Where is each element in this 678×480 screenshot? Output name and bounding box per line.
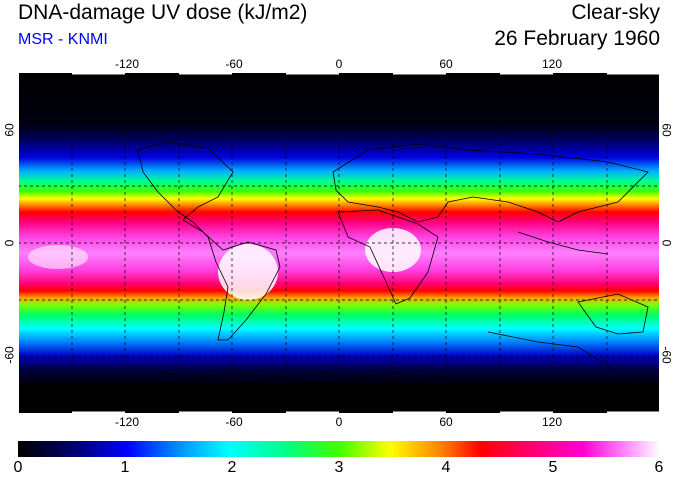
- lon-tick-bottom: 60: [439, 415, 453, 429]
- colorbar-label: 3: [334, 459, 344, 476]
- lon-tick-bottom: -60: [225, 415, 243, 429]
- lat-tick-right: 60: [659, 123, 674, 137]
- uv-dose-map: [18, 72, 660, 414]
- lon-tick-top: -60: [225, 57, 243, 71]
- lon-tick-bottom: 120: [541, 415, 563, 429]
- colorbar-label: 2: [227, 459, 237, 476]
- lon-tick-top: 60: [439, 57, 453, 71]
- lon-tick-top: 120: [541, 57, 563, 71]
- colorbar-label: 4: [441, 459, 451, 476]
- coastlines: [137, 141, 649, 383]
- high-dose-south-america: [218, 244, 278, 300]
- date-label: 26 February 1960: [494, 27, 660, 50]
- lat-tick-left: 60: [2, 123, 17, 137]
- colorbar-gradient: [18, 441, 660, 457]
- frame-ticks: [72, 72, 660, 414]
- lon-tick-top: 0: [335, 57, 343, 71]
- lon-tick-bottom: -120: [114, 415, 140, 429]
- sky-condition-label: Clear-sky: [571, 1, 660, 24]
- map-title: DNA-damage UV dose (kJ/m2): [18, 1, 308, 24]
- colorbar-label: 1: [120, 459, 130, 476]
- colorbar-label: 5: [548, 459, 558, 476]
- colorbar-label: 0: [13, 459, 23, 476]
- lat-tick-right: -60: [659, 346, 674, 364]
- high-dose-africa: [365, 228, 421, 272]
- lon-tick-bottom: 0: [335, 415, 343, 429]
- lat-tick-left: 0: [2, 239, 17, 247]
- lon-tick-top: -120: [114, 57, 140, 71]
- lat-tick-left: -60: [2, 346, 17, 364]
- colorbar-label: 6: [654, 459, 664, 476]
- source-label: MSR - KNMI: [18, 31, 108, 48]
- colorbar: [18, 441, 660, 457]
- high-dose-band-west: [28, 245, 88, 269]
- lat-tick-right: 0: [659, 239, 674, 247]
- graticule: [18, 72, 660, 414]
